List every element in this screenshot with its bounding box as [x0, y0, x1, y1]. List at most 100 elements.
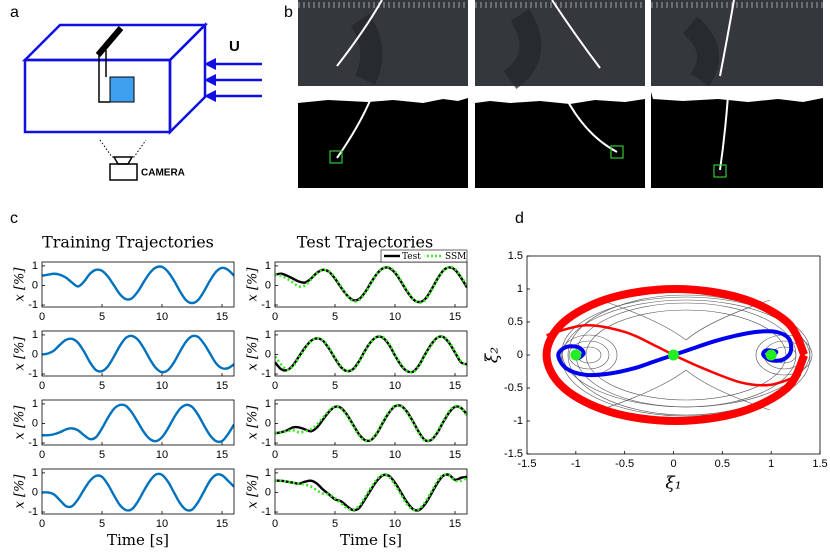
plot-area [42, 262, 234, 307]
panel-label: a [10, 4, 19, 21]
x-tick-label: -0.5 [615, 458, 634, 470]
x-tick-label: -1.5 [518, 458, 537, 470]
y-tick-label: 0 [32, 486, 38, 498]
x-tick-label: 0 [272, 518, 278, 530]
x-tick-label: 15 [449, 380, 461, 392]
plate [109, 76, 135, 103]
x-tick-label: 0.5 [715, 458, 730, 470]
mount-bar [95, 26, 124, 57]
x-tick-label: 5 [332, 311, 338, 323]
series-line [42, 403, 234, 444]
legend-box [380, 249, 468, 263]
x-axis-label: Time [s] [340, 531, 402, 549]
plot-area [42, 469, 234, 514]
panel-label: b [284, 4, 293, 21]
x-tick-label: 10 [156, 518, 168, 530]
x-tick-label: 10 [156, 380, 168, 392]
y-tick-label: 0 [32, 417, 38, 429]
photo-shadow [350, 9, 719, 89]
y-tick-label: 0.5 [508, 316, 523, 328]
legend-label: Test [402, 252, 421, 262]
legend-label: SSM [445, 252, 466, 262]
fixed-point [668, 349, 679, 361]
series-line [275, 334, 467, 374]
x-tick-label: -1 [571, 458, 581, 470]
y-tick-label: 1 [265, 467, 271, 479]
series-line [42, 334, 234, 374]
mask [651, 92, 823, 188]
column-title: Test Trajectories [297, 233, 433, 252]
axes-frame [274, 330, 468, 377]
y-axis-label: x [%] [246, 336, 261, 371]
x-tick-label: 10 [389, 380, 401, 392]
arrow-head [204, 58, 216, 70]
trajectory [546, 324, 675, 357]
y-tick-label: -1 [261, 506, 271, 518]
x-tick-label: 0 [272, 380, 278, 392]
y-tick-label: 0 [517, 349, 523, 361]
y-tick-label: 0 [265, 417, 271, 429]
fiber [719, 95, 729, 171]
y-tick-label: 1 [265, 260, 271, 272]
x-tick-label: 5 [99, 449, 105, 461]
y-tick-label: -1 [28, 299, 38, 311]
y-axis-label: ξ₂ [483, 347, 503, 363]
axes-frame [526, 255, 821, 455]
streamline [561, 299, 811, 417]
x-axis-label: Time [s] [107, 531, 169, 549]
streamline [599, 299, 771, 411]
stem [98, 50, 110, 103]
photo [475, 0, 645, 86]
x-tick-label: 0 [39, 449, 45, 461]
x-tick-label: 15 [449, 449, 461, 461]
x-tick-label: 5 [99, 518, 105, 530]
y-tick-label: 1 [265, 398, 271, 410]
y-tick-label: 1 [517, 283, 523, 295]
arrow-head [204, 74, 216, 86]
arrow-head [204, 90, 216, 102]
camera-view [99, 139, 147, 158]
x-tick-label: 0 [39, 518, 45, 530]
axes-frame [274, 261, 468, 308]
x-tick-label: 5 [99, 311, 105, 323]
y-axis-label: x [%] [246, 474, 261, 509]
x-tick-label: 5 [99, 380, 105, 392]
x-tick-label: 5 [332, 380, 338, 392]
trajectory [672, 353, 801, 387]
y-tick-label: -1 [28, 437, 38, 449]
y-tick-label: 1 [32, 467, 38, 479]
x-tick-label: 0 [670, 458, 676, 470]
streamline [561, 296, 811, 408]
y-tick-label: 1 [32, 398, 38, 410]
series-line [275, 403, 467, 443]
y-tick-label: -1 [513, 415, 523, 427]
fiber [719, 0, 735, 77]
camera-lens [112, 156, 134, 165]
y-axis-label: x [%] [246, 405, 261, 440]
y-tick-label: -1 [28, 368, 38, 380]
video-frames [268, 0, 823, 188]
tank-front [23, 58, 172, 134]
y-tick-label: -1 [261, 368, 271, 380]
panel-label: d [515, 210, 524, 227]
y-tick-label: 0 [32, 348, 38, 360]
panel-label: c [10, 210, 18, 227]
y-tick-label: 0 [32, 279, 38, 291]
column-title: Training Trajectories [42, 233, 214, 252]
x-tick-label: 15 [216, 518, 228, 530]
y-tick-label: 1 [265, 329, 271, 341]
trajectory [556, 344, 675, 378]
y-tick-label: 1 [32, 260, 38, 272]
axes-frame [274, 399, 468, 446]
y-tick-label: -1 [261, 437, 271, 449]
streamlines [560, 294, 813, 417]
fixed-point [570, 349, 582, 361]
axes-frame [41, 468, 235, 515]
y-axis-label: x [%] [246, 267, 261, 302]
trajectory [542, 285, 809, 425]
x-tick-label: 10 [156, 449, 168, 461]
y-tick-label: 1.5 [508, 250, 523, 262]
y-tick-label: 1 [32, 329, 38, 341]
y-axis-label: x [%] [13, 336, 28, 371]
